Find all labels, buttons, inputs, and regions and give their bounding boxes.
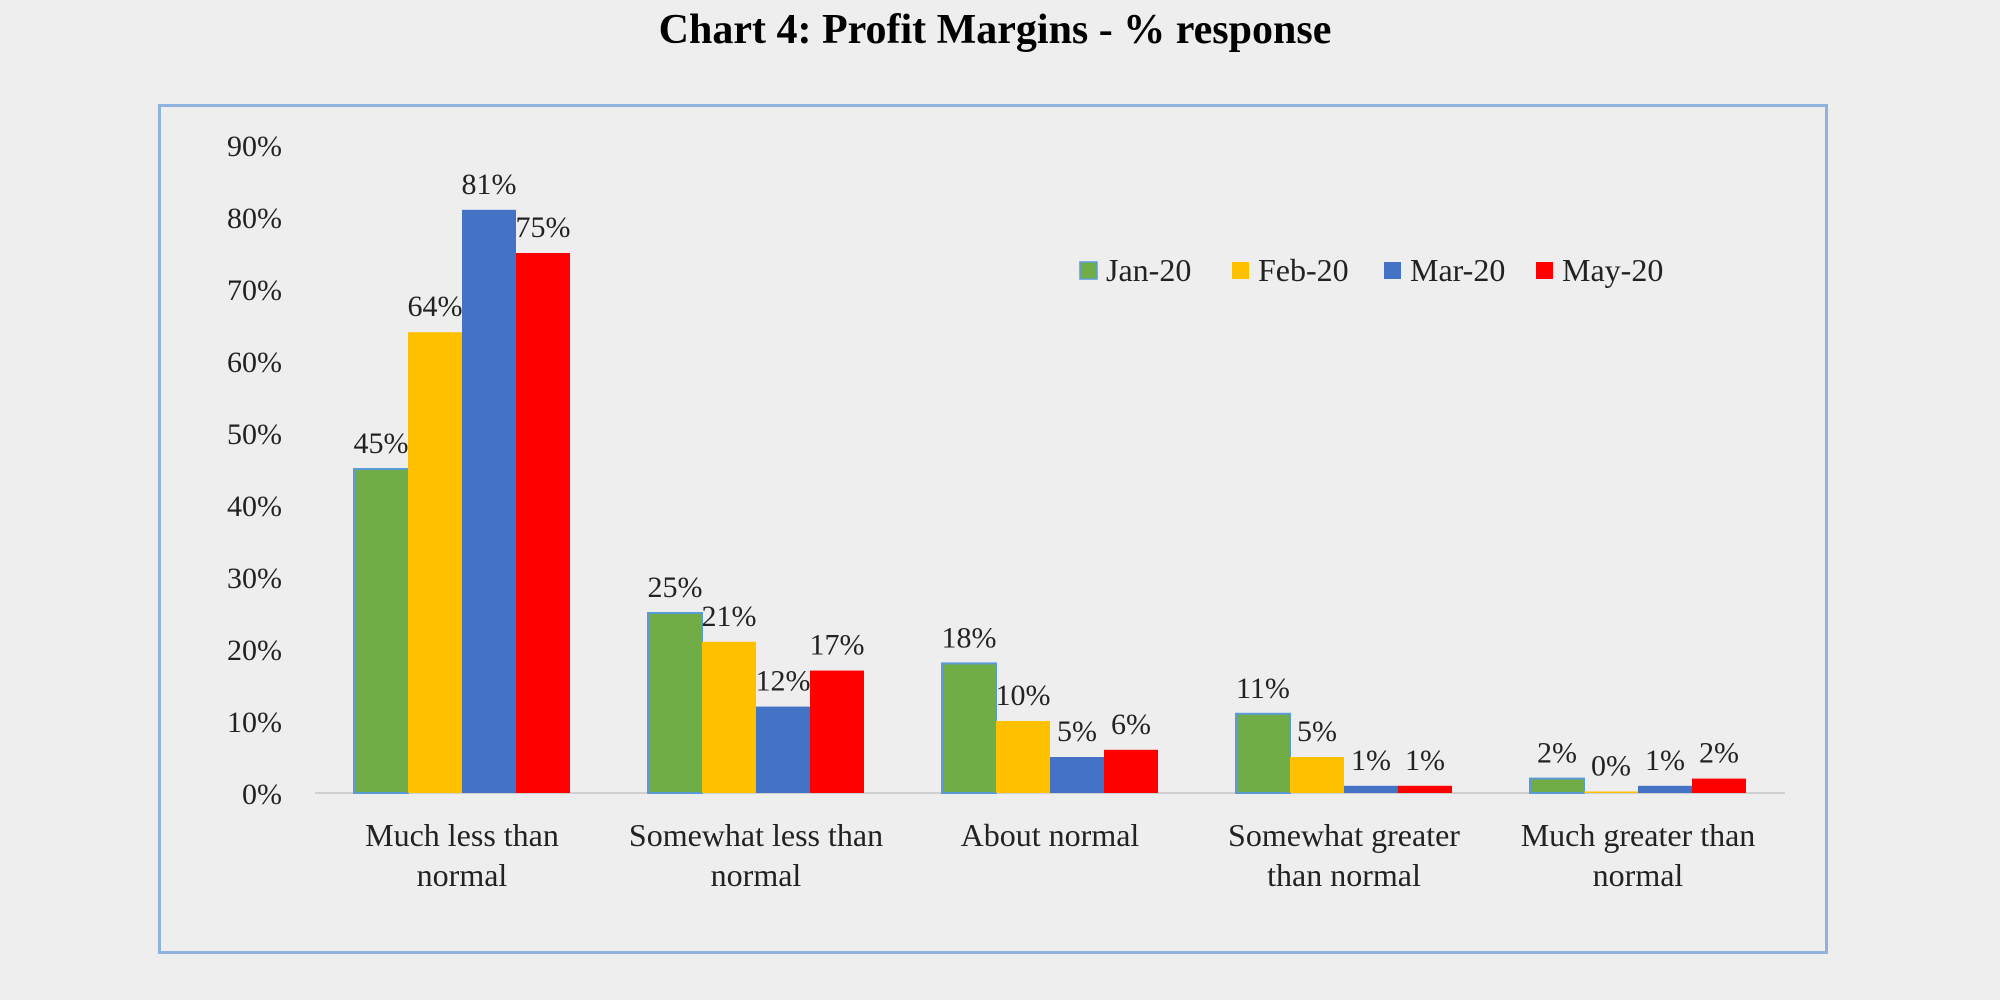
data-label: 75% [516, 211, 571, 244]
data-label: 81% [462, 168, 517, 201]
bar-feb-20 [702, 641, 756, 793]
data-label: 5% [1297, 715, 1337, 748]
bar-may-20 [1104, 749, 1158, 793]
bar-mar-20 [1344, 785, 1398, 793]
y-tick-label: 60% [227, 346, 282, 379]
legend-swatch-feb-20 [1232, 262, 1249, 279]
bar-jan-20 [1529, 777, 1585, 794]
bar-may-20 [516, 253, 570, 793]
x-category-label: normal [1593, 857, 1684, 893]
bar-jan-20 [353, 468, 409, 794]
data-label: 5% [1057, 715, 1097, 748]
data-label: 1% [1351, 744, 1391, 777]
y-tick-label: 70% [227, 274, 282, 307]
bar-may-20 [810, 670, 864, 793]
data-label: 45% [354, 427, 409, 460]
data-label: 64% [408, 290, 463, 323]
bar-mar-20 [462, 209, 516, 794]
bar-jan-20 [1235, 712, 1291, 794]
data-label: 10% [996, 679, 1051, 712]
y-tick-label: 50% [227, 418, 282, 451]
data-label: 12% [756, 665, 811, 698]
x-category-label: About normal [961, 817, 1140, 853]
data-label: 6% [1111, 708, 1151, 741]
bar-may-20 [1692, 778, 1746, 793]
legend-label: May-20 [1562, 252, 1663, 288]
data-label: 25% [648, 571, 703, 604]
data-label: 2% [1537, 737, 1577, 770]
data-label: 17% [810, 629, 865, 662]
bar-feb-20 [1584, 791, 1638, 793]
legend-swatch-mar-20 [1384, 262, 1401, 279]
bar-mar-20 [1050, 757, 1104, 793]
data-label: 2% [1699, 737, 1739, 770]
bar-may-20 [1398, 785, 1452, 793]
bar-jan-20 [941, 662, 997, 795]
legend-label: Jan-20 [1106, 252, 1191, 288]
legend-label: Feb-20 [1258, 252, 1349, 288]
x-category-label: Somewhat greater [1228, 817, 1460, 853]
data-label: 21% [702, 600, 757, 633]
chart-frame [158, 104, 1828, 954]
legend-swatch-jan-20 [1079, 261, 1098, 280]
legend-swatch-may-20 [1536, 262, 1553, 279]
x-category-label: normal [417, 857, 508, 893]
bar-feb-20 [996, 721, 1050, 793]
data-label: 18% [942, 621, 997, 654]
chart-title: Chart 4: Profit Margins - % response [658, 7, 1332, 53]
data-label: 0% [1591, 750, 1631, 783]
bar-mar-20 [1638, 785, 1692, 793]
x-category-label: Much greater than [1521, 817, 1756, 853]
x-category-label: Much less than [365, 817, 559, 853]
y-tick-label: 90% [227, 130, 282, 163]
y-tick-label: 20% [227, 634, 282, 667]
data-label: 11% [1236, 672, 1290, 705]
bar-mar-20 [756, 706, 810, 793]
x-category-label: than normal [1267, 857, 1421, 893]
data-label: 1% [1645, 744, 1685, 777]
x-category-label: normal [711, 857, 802, 893]
y-tick-label: 40% [227, 490, 282, 523]
y-tick-label: 30% [227, 562, 282, 595]
legend-label: Mar-20 [1410, 252, 1505, 288]
bar-feb-20 [408, 332, 462, 793]
y-tick-label: 80% [227, 202, 282, 235]
x-category-label: Somewhat less than [629, 817, 883, 853]
data-label: 1% [1405, 744, 1445, 777]
y-tick-label: 10% [227, 706, 282, 739]
bar-feb-20 [1290, 757, 1344, 793]
bar-jan-20 [647, 612, 703, 794]
y-tick-label: 0% [242, 778, 282, 811]
